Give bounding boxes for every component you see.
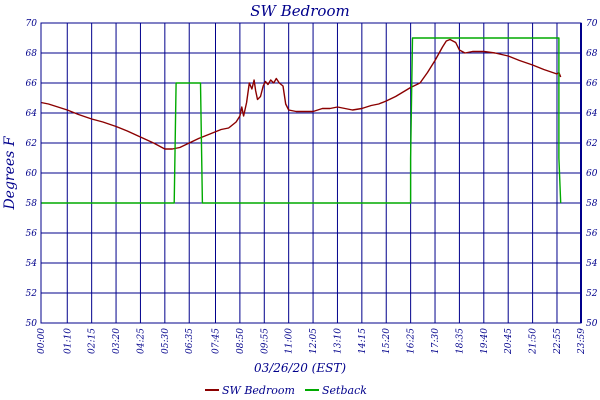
y-axis-label: Degrees F (2, 135, 18, 210)
y-tick-label-right: 50 (586, 319, 598, 329)
y-tick-label-left: 68 (26, 49, 38, 59)
y-tick-label-right: 52 (586, 289, 598, 299)
x-tick-label: 05:30 (161, 328, 171, 354)
y-tick-label-left: 58 (26, 199, 38, 209)
y-tick-label-right: 66 (586, 79, 598, 89)
y-ticks-left: 50 52 54 56 58 60 62 64 66 68 70 (26, 19, 38, 329)
x-tick-label: 00:00 (37, 328, 47, 354)
x-tick-label: 03:20 (112, 328, 122, 354)
x-tick-label: 14:15 (358, 328, 368, 354)
x-tick-label: 04:25 (136, 328, 146, 354)
x-ticks: 00:00 01:10 02:15 03:20 04:25 05:30 06:35 07:45… (37, 328, 587, 355)
legend-label-setback: Setback (322, 384, 367, 397)
y-tick-label-left: 60 (26, 169, 38, 179)
x-tick-label: 17:30 (431, 328, 441, 354)
y-tick-label-right: 62 (586, 139, 598, 149)
y-tick-label-right: 60 (586, 169, 598, 179)
x-tick-label: 11:00 (285, 328, 295, 354)
x-tick-label: 07:45 (211, 328, 221, 354)
x-tick-label: 02:15 (88, 328, 98, 354)
y-tick-label-left: 54 (26, 259, 38, 269)
y-tick-label-left: 64 (26, 109, 38, 119)
y-tick-label-left: 70 (26, 19, 38, 29)
x-tick-label: 01:10 (63, 328, 73, 354)
x-tick-label: 13:10 (333, 328, 343, 354)
x-tick-label: 22:55 (553, 328, 563, 355)
x-tick-label: 21:50 (529, 328, 539, 355)
y-tick-label-right: 68 (586, 49, 598, 59)
y-tick-label-left: 62 (26, 139, 38, 149)
y-tick-label-left: 52 (26, 289, 38, 299)
x-tick-label: 18:35 (455, 328, 465, 354)
series-line-setback (41, 37, 562, 204)
x-tick-label: 15:20 (382, 328, 392, 354)
y-tick-label-right: 58 (586, 199, 598, 209)
grid (40, 22, 582, 324)
x-tick-label: 08:50 (236, 328, 246, 354)
x-tick-label: 19:40 (480, 328, 490, 354)
x-tick-label: 06:35 (185, 328, 195, 354)
x-axis-label: 03/26/20 (EST) (254, 361, 346, 375)
x-tick-label: 23:59 (577, 328, 587, 355)
series-line-sw-bedroom (40, 38, 562, 150)
chart-title: SW Bedroom (250, 2, 349, 20)
y-tick-label-right: 54 (586, 259, 598, 269)
x-tick-label: 16:25 (407, 328, 417, 354)
y-tick-label-right: 64 (586, 109, 598, 119)
y-tick-label-right: 70 (586, 19, 598, 29)
series-group (40, 37, 562, 204)
x-tick-label: 09:55 (260, 328, 270, 354)
x-tick-label: 12:05 (309, 328, 319, 354)
x-tick-label: 20:45 (504, 328, 514, 355)
y-tick-label-right: 56 (586, 229, 598, 239)
legend: SW Bedroom Setback (205, 384, 367, 397)
legend-label-sw-bedroom: SW Bedroom (222, 384, 295, 397)
y-ticks-right: 50 52 54 56 58 60 62 64 66 68 70 (586, 19, 598, 329)
y-tick-label-left: 66 (26, 79, 38, 89)
y-tick-label-left: 56 (26, 229, 38, 239)
y-tick-label-left: 50 (26, 319, 38, 329)
